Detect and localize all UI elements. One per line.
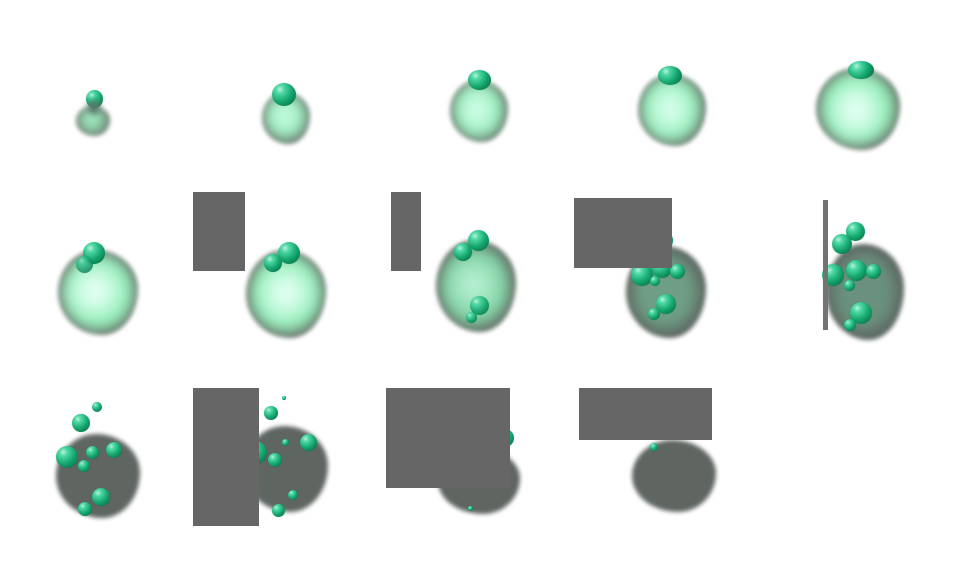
nucleus-sphere — [848, 61, 874, 79]
nucleus-sphere — [272, 83, 296, 106]
nucleus-sphere — [866, 264, 881, 279]
nucleus-sphere — [832, 234, 852, 254]
fluorescence-core — [462, 92, 492, 128]
occlusion-mask — [579, 388, 712, 440]
nucleus-sphere — [92, 488, 110, 506]
nucleus-sphere — [288, 490, 298, 500]
nucleus-sphere — [670, 264, 685, 279]
nucleus-stalk — [88, 100, 100, 114]
cell-render-r1c5 — [800, 46, 936, 182]
cell-render-r1c1 — [60, 78, 140, 158]
panel-r2c1 — [48, 230, 178, 360]
nucleus-sphere — [272, 504, 285, 517]
panel-r3c2 — [182, 378, 352, 543]
cell-render-r2c5 — [790, 188, 950, 360]
nucleus-sphere — [78, 502, 92, 516]
nucleus-sphere — [656, 294, 676, 314]
cell-render-r1c3 — [440, 62, 544, 166]
cell-render-r2c2 — [190, 188, 350, 360]
nucleus-sphere — [264, 406, 278, 420]
fluorescence-core — [834, 86, 878, 134]
nucleus-sphere — [72, 414, 90, 432]
fluorescence-core — [264, 270, 308, 316]
nucleus-sphere — [468, 230, 489, 251]
nucleus-sphere — [92, 402, 102, 412]
cell-render-r3c1 — [22, 382, 182, 542]
panel-r1c4 — [620, 52, 740, 172]
nucleus-sphere — [56, 446, 78, 468]
occlusion-mask — [193, 388, 259, 526]
panel-r2c2 — [190, 188, 350, 360]
panel-r2c4 — [560, 188, 730, 360]
nucleus-sphere — [658, 66, 682, 85]
nucleus-sphere — [844, 319, 856, 331]
nucleus-sphere — [650, 443, 658, 451]
cell-render-r2c3 — [378, 188, 538, 360]
panel-r3c3 — [372, 378, 552, 528]
nucleus-sphere — [78, 460, 90, 472]
nucleus-sphere — [264, 254, 282, 272]
occlusion-mask — [386, 388, 510, 488]
nucleus-sphere — [648, 308, 660, 320]
nucleus-sphere — [468, 70, 491, 90]
nucleus-sphere — [466, 312, 477, 323]
nucleus-sphere — [76, 256, 93, 273]
nucleus-sphere — [278, 242, 300, 264]
nucleus-sphere — [300, 434, 317, 451]
nucleus-sphere — [650, 276, 660, 286]
nucleus-sphere — [631, 264, 653, 286]
nucleus-sphere — [106, 442, 122, 458]
fluorescence-core — [72, 268, 118, 314]
cytoplasm-blob — [632, 440, 716, 512]
nucleus-sphere — [844, 280, 855, 291]
nucleus-sphere — [268, 453, 282, 467]
occlusion-mask — [193, 192, 245, 271]
nucleus-sphere — [470, 296, 489, 315]
nucleus-sphere — [282, 439, 289, 446]
cell-render-r1c2 — [252, 70, 344, 162]
fluorescence-core — [272, 102, 297, 130]
fluorescence-core — [652, 88, 688, 130]
occlusion-mask — [574, 198, 672, 268]
fluorescence-core — [84, 112, 98, 125]
occlusion-bar — [823, 200, 828, 330]
panel-r2c3 — [378, 188, 538, 360]
cell-render-r2c1 — [48, 230, 178, 360]
panel-r2c5 — [790, 188, 950, 360]
nucleus-sphere — [468, 506, 473, 511]
nucleus-sphere — [846, 222, 865, 241]
nucleus-sphere — [454, 243, 472, 261]
nucleus-sphere — [850, 302, 872, 324]
panel-r1c1 — [60, 78, 140, 158]
nucleus-sphere — [846, 260, 867, 281]
panel-r3c1 — [22, 382, 182, 542]
panel-r1c3 — [440, 62, 544, 166]
panel-r1c5 — [800, 46, 936, 182]
nucleus-sphere — [86, 446, 99, 459]
panel-r1c2 — [252, 70, 344, 162]
panel-r3c4 — [562, 378, 742, 528]
cell-render-r1c4 — [620, 52, 740, 172]
occlusion-mask — [391, 192, 421, 271]
nucleus-sphere — [282, 396, 286, 400]
